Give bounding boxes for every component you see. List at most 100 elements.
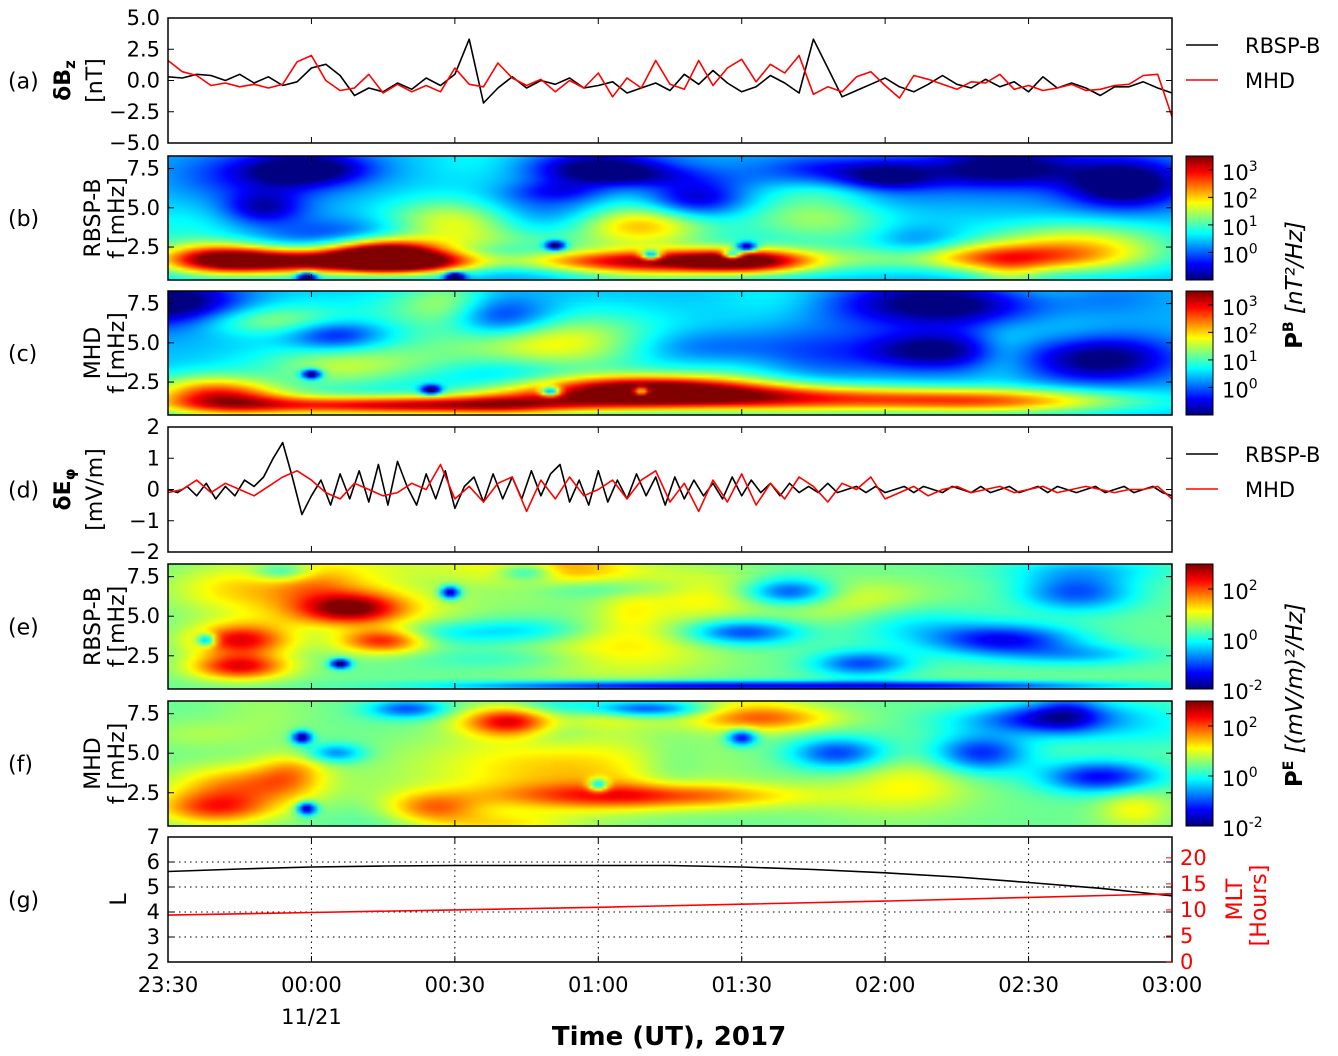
- colorbar-2: [1186, 291, 1213, 415]
- colorbar-title-e: PE [(mV/m)²/Hz]: [1281, 603, 1308, 787]
- series-l-6: [167, 864, 1173, 897]
- legend-label-3-0: RBSP-B: [1245, 443, 1320, 467]
- y-tick-label-0-1: 2.5: [127, 37, 160, 61]
- y-tick-label-2-0: 7.5: [127, 292, 160, 316]
- x-tick-label-4: 01:30: [711, 973, 772, 997]
- y-axis-label-2: MHD: [81, 327, 106, 379]
- y-tick-label-right-6-2: 10: [1180, 898, 1207, 922]
- colorbar-tick-label-1-3: 100: [1222, 241, 1258, 267]
- y-tick-label-right-6-1: 15: [1180, 872, 1207, 896]
- y-tick-label-0-3: −2.5: [109, 100, 160, 124]
- y-tick-label-4-2: 2.5: [127, 644, 160, 668]
- y-axis-symbol-3: δEφ: [51, 469, 79, 511]
- series-mlt-6: [167, 893, 1173, 916]
- colorbar-frame-1: [1185, 155, 1214, 281]
- colorbar-4: [1186, 564, 1213, 689]
- y-axis-label-1: RBSP-B: [81, 179, 106, 258]
- colorbar-tick-label-1-0: 103: [1222, 159, 1258, 185]
- colorbar-frame-2: [1185, 290, 1214, 416]
- y-axis-right-label-6: MLT: [1223, 878, 1248, 920]
- y-tick-label-5-1: 5.0: [127, 741, 160, 765]
- y-tick-label-3-4: −2: [129, 540, 160, 564]
- y-tick-label-2-2: 2.5: [127, 370, 160, 394]
- colorbar-tick-label-5-0: 102: [1222, 715, 1258, 741]
- colorbar-1: [1186, 156, 1213, 280]
- x-tick-label-6: 02:30: [998, 973, 1059, 997]
- colorbar-tick-label-2-1: 102: [1222, 321, 1258, 347]
- y-axis-right-label2-6: [Hours]: [1247, 865, 1272, 947]
- y-tick-label-6-4: 3: [147, 925, 160, 949]
- panel-label-1: (b): [8, 207, 39, 232]
- y-axis-label2-4: f [mHz]: [105, 586, 130, 667]
- colorbar-frame-5: [1185, 700, 1214, 827]
- series-mhd-0: [167, 54, 1173, 118]
- y-tick-label-right-6-3: 5: [1180, 924, 1193, 948]
- colorbar-title-b: PB [nT²/Hz]: [1281, 221, 1308, 349]
- panel-frame-2: [167, 290, 1173, 416]
- colorbar-tick-label-2-2: 101: [1222, 349, 1258, 375]
- legend-label-0-1: MHD: [1245, 69, 1295, 93]
- colorbar-tick-label-2-0: 103: [1222, 294, 1258, 320]
- panel-label-2: (c): [8, 342, 37, 367]
- panel-label-5: (f): [8, 753, 33, 778]
- y-axis-label-5: MHD: [81, 737, 106, 789]
- colorbar-tick-label-1-2: 101: [1222, 214, 1258, 240]
- spectrogram-5: [168, 701, 1172, 826]
- panel-frame-5: [167, 700, 1173, 827]
- y-tick-label-3-1: 1: [147, 446, 160, 470]
- y-axis-symbol-0: δBz: [51, 60, 79, 101]
- y-tick-label-1-2: 2.5: [127, 235, 160, 259]
- y-tick-label-6-1: 6: [147, 850, 160, 874]
- y-tick-label-6-5: 2: [147, 950, 160, 974]
- colorbar-tick-label-5-2: 10-2: [1222, 815, 1263, 841]
- panel-label-4: (e): [8, 616, 39, 641]
- colorbar-tick-label-4-2: 10-2: [1222, 678, 1263, 704]
- y-axis-unit-0: [nT]: [83, 58, 108, 103]
- panel-label-3: (d): [8, 479, 39, 504]
- y-tick-label-0-4: −5.0: [109, 131, 160, 155]
- y-axis-label-6: L: [107, 893, 132, 906]
- y-tick-label-4-1: 5.0: [127, 604, 160, 628]
- colorbar-tick-label-4-1: 100: [1222, 628, 1258, 654]
- y-tick-label-0-0: 5.0: [127, 6, 160, 30]
- colorbar-tick-label-1-1: 102: [1222, 186, 1258, 212]
- y-tick-label-1-0: 7.5: [127, 157, 160, 181]
- y-tick-label-1-1: 5.0: [127, 196, 160, 220]
- y-axis-label2-1: f [mHz]: [105, 177, 130, 258]
- spectrogram-4: [168, 564, 1172, 689]
- x-tick-label-3: 01:00: [568, 973, 629, 997]
- panel-label-6: (g): [8, 889, 39, 914]
- y-tick-label-4-0: 7.5: [127, 565, 160, 589]
- spectrogram-1: [168, 156, 1172, 280]
- y-tick-label-2-1: 5.0: [127, 331, 160, 355]
- y-tick-label-5-2: 2.5: [127, 781, 160, 805]
- x-tick-label-2: 00:30: [425, 973, 486, 997]
- panel-frame-4: [167, 563, 1173, 690]
- x-tick-label-0: 23:30: [138, 973, 199, 997]
- y-tick-label-3-0: 2: [147, 415, 160, 439]
- series-mhd-3: [167, 463, 1173, 513]
- series-rbsp-b-0: [167, 38, 1173, 104]
- y-axis-label2-2: f [mHz]: [105, 312, 130, 393]
- colorbar-tick-label-4-0: 102: [1222, 578, 1258, 604]
- x-date-label: 11/21: [281, 1005, 342, 1029]
- colorbar-5: [1186, 701, 1213, 826]
- y-axis-label-4: RBSP-B: [81, 587, 106, 666]
- y-axis-unit-3: [mV/m]: [83, 448, 108, 531]
- panel-frame-6: [167, 836, 1173, 963]
- x-tick-label-7: 03:00: [1142, 973, 1203, 997]
- series-rbsp-b-3: [167, 441, 1173, 516]
- y-tick-label-3-3: −1: [129, 509, 160, 533]
- x-tick-label-5: 02:00: [855, 973, 916, 997]
- panel-label-0: (a): [8, 70, 39, 95]
- colorbar-tick-label-2-3: 100: [1222, 376, 1258, 402]
- y-tick-label-right-6-4: 0: [1180, 950, 1193, 974]
- spectrogram-2: [168, 291, 1172, 415]
- y-tick-label-right-6-0: 20: [1180, 846, 1207, 870]
- y-tick-label-3-2: 0: [147, 478, 160, 502]
- panel-frame-0: [167, 17, 1173, 144]
- x-tick-label-1: 00:00: [281, 973, 342, 997]
- y-tick-label-6-3: 4: [147, 900, 160, 924]
- y-tick-label-6-2: 5: [147, 875, 160, 899]
